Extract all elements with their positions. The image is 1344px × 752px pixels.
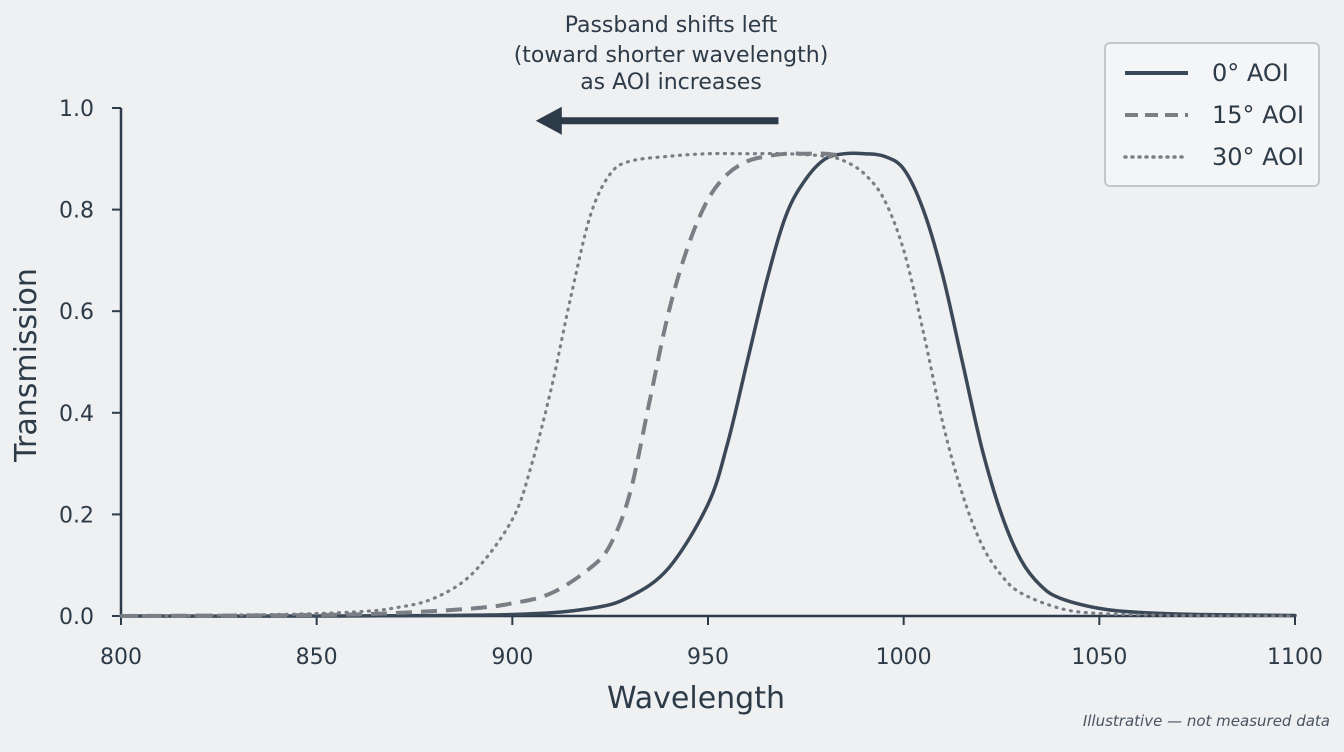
y-tick-label-3: 0.6 [59,300,94,325]
legend-box [1104,42,1320,187]
x-tick-label-5: 1050 [1071,645,1127,670]
y-tick-label-5: 1.0 [59,97,94,122]
x-tick-label-0: 800 [100,645,142,670]
annotation-arrow-head [535,106,562,135]
y-tick-label-0: 0.0 [59,605,94,630]
x-tick-label-6: 1100 [1267,645,1323,670]
annotation: Passband shifts left (toward shorter wav… [514,13,829,135]
y-axis-title: Transmission [9,268,44,463]
ticks: 800 850 900 950 1000 1050 1100 0.0 0.2 0.4 0.6 0.8 1… [59,97,1323,670]
legend-label-1: 15° AOI [1212,101,1304,129]
y-tick-label-1: 0.2 [59,503,94,528]
legend-label-0: 0° AOI [1212,59,1289,87]
x-tick-label-4: 1000 [876,645,932,670]
series-line-2 [119,151,1297,618]
series-line-0 [119,151,1297,618]
annotation-line-3: as AOI increases [580,70,762,95]
legend: 0° AOI 15° AOI 30° AOI [1104,42,1320,187]
curves [119,151,1297,618]
x-axis-title: Wavelength [607,681,785,716]
annotation-line-2: (toward shorter wavelength) [514,43,829,68]
series-line-1 [120,151,846,618]
annotation-line-1: Passband shifts left [565,13,778,38]
y-tick-label-2: 0.4 [59,402,94,427]
y-tick-label-4: 0.8 [59,199,94,224]
x-tick-label-2: 900 [491,645,533,670]
x-tick-label-1: 850 [296,645,338,670]
footnote: Illustrative — not measured data [1083,712,1330,730]
x-tick-label-3: 950 [687,645,729,670]
legend-label-2: 30° AOI [1212,143,1304,171]
